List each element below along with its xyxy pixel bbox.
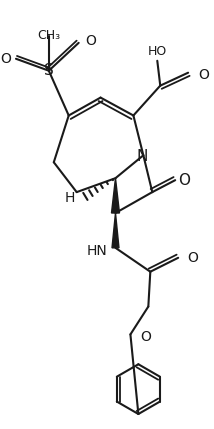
Text: N: N [137,149,148,164]
Text: CH₃: CH₃ [37,29,60,42]
Polygon shape [111,178,119,213]
Text: O: O [178,172,190,187]
Text: O: O [1,52,12,66]
Text: H: H [64,191,75,205]
Text: O: O [140,330,151,344]
Text: O: O [85,34,96,48]
Text: O: O [187,251,198,265]
Text: HN: HN [87,244,107,258]
Text: O: O [198,68,209,82]
Text: S: S [44,63,54,78]
Polygon shape [112,213,119,248]
Text: HO: HO [148,45,167,58]
